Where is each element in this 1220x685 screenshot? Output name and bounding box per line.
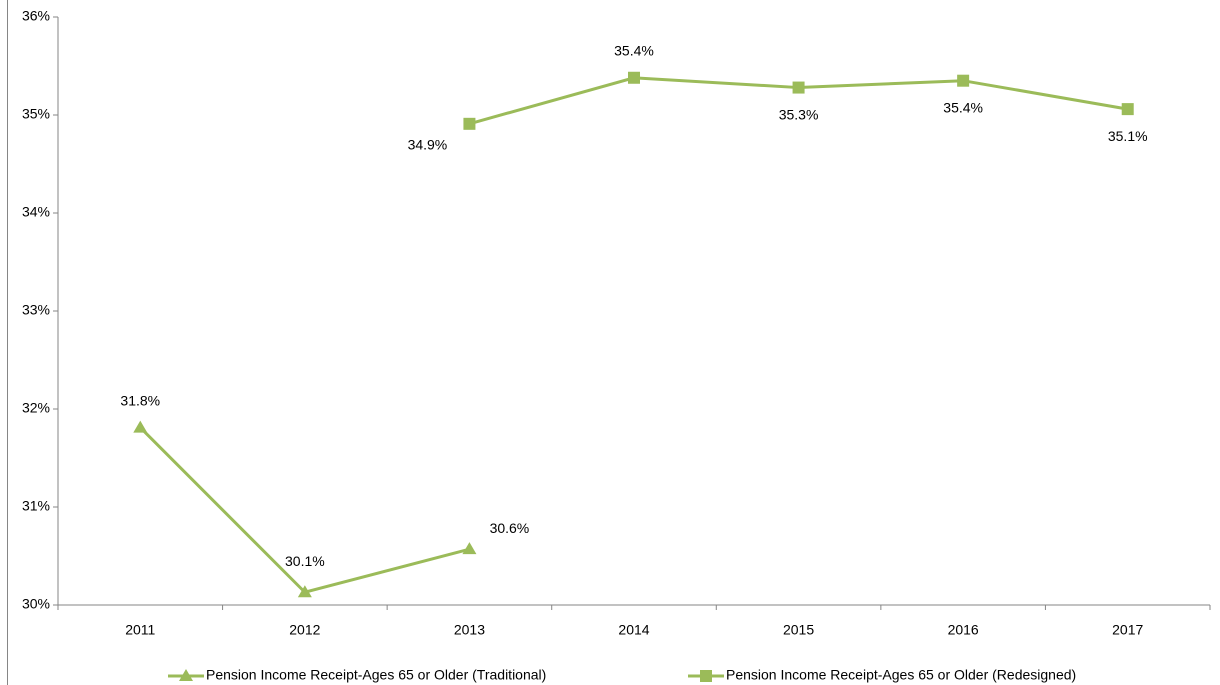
marker xyxy=(462,542,477,555)
y-tick-label: 31% xyxy=(22,498,50,514)
marker xyxy=(179,669,193,681)
x-tick-label: 2016 xyxy=(948,622,979,638)
y-tick-label: 32% xyxy=(22,400,50,416)
series: 31.8% 30.1% 30.6% xyxy=(120,392,530,598)
y-tick-label: 33% xyxy=(22,302,50,318)
y-tick-label: 30% xyxy=(22,596,50,612)
data-label: 35.3% xyxy=(779,106,819,122)
y-tick-label: 35% xyxy=(22,106,50,122)
marker xyxy=(792,81,805,94)
x-tick-label: 2013 xyxy=(454,622,485,638)
x-tick-label: 2014 xyxy=(618,622,649,638)
marker xyxy=(957,74,970,87)
marker xyxy=(628,71,640,84)
y-tick-label: 34% xyxy=(22,204,50,220)
legend-label: Pension Income Receipt-Ages 65 or Older … xyxy=(726,667,1076,683)
x-tick-label: 2015 xyxy=(783,622,814,638)
data-label: 35.4% xyxy=(943,99,983,115)
x-tick-label: 2011 xyxy=(125,622,155,638)
data-label: 35.1% xyxy=(1108,128,1148,144)
marker xyxy=(700,670,712,682)
y-tick-label: 36% xyxy=(22,8,50,24)
x-tick-label: 2017 xyxy=(1112,622,1143,638)
data-label: 35.4% xyxy=(614,42,654,58)
marker xyxy=(297,585,312,598)
data-label: 34.9% xyxy=(408,137,448,153)
data-label: 30.6% xyxy=(490,520,530,536)
marker xyxy=(463,117,476,130)
x-tick-label: 2012 xyxy=(289,622,320,638)
legend-label: Pension Income Receipt-Ages 65 or Older … xyxy=(206,667,546,683)
marker xyxy=(133,420,148,433)
data-label: 30.1% xyxy=(285,553,325,569)
data-label: 31.8% xyxy=(120,392,160,408)
series: 34.9% 35.4% 35.3% 35.4% 35.1% xyxy=(408,42,1148,152)
marker xyxy=(1121,103,1134,116)
